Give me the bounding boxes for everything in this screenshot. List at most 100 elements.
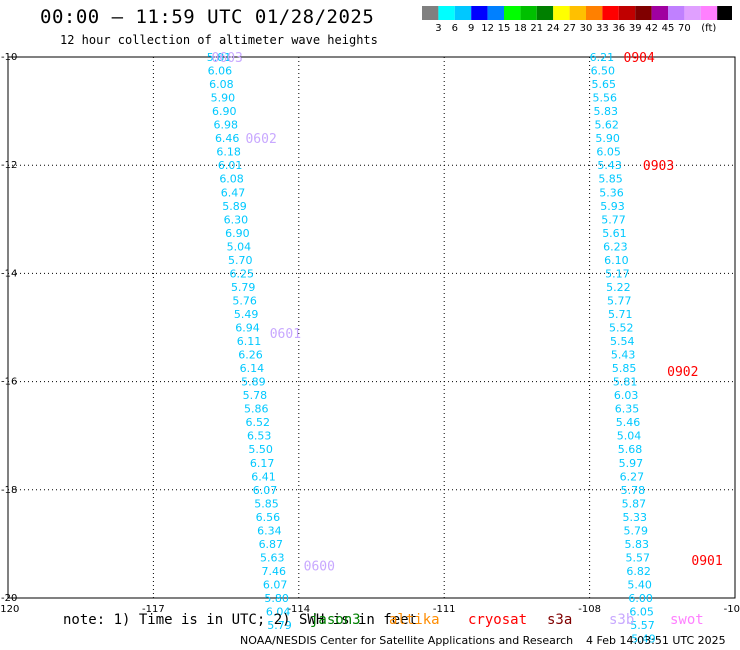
swh-value: 5.63: [260, 551, 285, 564]
pass-time-label: 0601: [270, 327, 301, 342]
swh-value: 5.78: [243, 389, 268, 402]
swh-value: 6.18: [216, 146, 241, 159]
swh-value: 5.97: [619, 457, 644, 470]
swh-value: 5.33: [623, 511, 648, 524]
colorbar-label: 45: [662, 23, 675, 32]
colorbar-label: 39: [629, 23, 642, 32]
mission-label-s3a: s3a: [547, 612, 573, 628]
colorbar-swatch: [422, 6, 439, 20]
swh-value: 6.05: [596, 146, 621, 159]
colorbar-label: 70: [678, 23, 691, 32]
colorbar-label: 42: [645, 23, 658, 32]
latitude-tick-label: -12: [1, 160, 17, 171]
colorbar-swatch: [700, 6, 718, 20]
colorbar-label: 12: [481, 23, 494, 32]
swh-value: 5.04: [227, 240, 252, 253]
map-frame: [7, 56, 736, 599]
swh-value: 6.25: [229, 267, 254, 280]
swh-value: 5.57: [625, 551, 650, 564]
swh-value: 6.90: [212, 105, 237, 118]
swh-value: 6.50: [591, 65, 616, 78]
swh-value: 6.08: [219, 173, 244, 186]
swh-value: 6.47: [221, 186, 246, 199]
swh-value: 6.23: [603, 240, 628, 253]
pass-time-label: 0904: [624, 51, 655, 66]
colorbar-swatch: [569, 6, 586, 20]
colorbar-swatch: [487, 6, 504, 20]
swh-value: 5.46: [616, 416, 641, 429]
swh-value: 6.08: [209, 78, 234, 91]
colorbar-swatch: [553, 6, 570, 20]
swh-value: 6.10: [604, 254, 629, 267]
latitude-tick-label: -20: [1, 593, 17, 604]
swh-value: 6.41: [251, 470, 276, 483]
swh-value: 5.85: [254, 497, 279, 510]
swh-value: 5.50: [248, 443, 272, 456]
colorbar-swatch: [602, 6, 619, 20]
swh-value: 5.68: [618, 443, 643, 456]
swh-value: 5.90: [595, 132, 620, 145]
colorbar-swatch: [651, 6, 668, 20]
swh-value: 5.22: [606, 281, 631, 294]
latitude-tick-label: -14: [1, 268, 17, 279]
swh-value: 5.79: [267, 619, 292, 632]
swh-value: 5.78: [621, 484, 646, 497]
swh-value: 6.27: [620, 470, 645, 483]
swh-value: 5.54: [610, 335, 635, 348]
swh-value: 6.53: [247, 430, 272, 443]
pass-time-label: 0903: [643, 159, 674, 174]
swh-value: 5.61: [602, 227, 627, 240]
colorbar-swatch: [635, 6, 652, 20]
swh-value: 5.04: [617, 430, 642, 443]
colorbar-label: (ft): [701, 23, 716, 32]
colorbar-label: 30: [580, 23, 593, 32]
swh-value: 6.01: [218, 159, 243, 172]
swh-value: 6.94: [235, 322, 259, 335]
colorbar-swatch: [504, 6, 521, 20]
swh-value: 6.98: [213, 119, 238, 132]
colorbar-label: 9: [468, 23, 474, 32]
map-title: 00:00 – 11:59 UTC 01/28/2025: [40, 6, 375, 28]
mission-label-s3b: s3b: [609, 612, 635, 628]
latitude-tick-label: -16: [1, 377, 17, 388]
swh-value: 6.17: [250, 457, 275, 470]
footer-note: note: 1) Time is in UTC; 2) SWH is in fe…: [63, 612, 418, 628]
swh-value: 6.03: [614, 389, 639, 402]
pass-time-label: 0901: [691, 554, 722, 569]
swh-value: 5.81: [207, 51, 232, 64]
colorbar-label: 36: [612, 23, 625, 32]
swh-value: 6.35: [615, 403, 640, 416]
swh-value: 5.93: [600, 200, 625, 213]
swh-value: 7.46: [261, 565, 286, 578]
credit-text: NOAA/NESDIS Center for Satellite Applica…: [240, 634, 574, 647]
mission-label-swot: swot: [670, 612, 704, 628]
swh-value: 5.79: [231, 281, 256, 294]
swh-value: 5.43: [611, 349, 636, 362]
colorbar-swatch: [471, 6, 488, 20]
mission-label-cryosat: cryosat: [468, 612, 528, 628]
swh-value: 6.34: [257, 524, 282, 537]
longitude-tick-label: -105: [724, 604, 740, 615]
mission-label-jason3: jason3: [310, 612, 361, 628]
swh-value: 5.86: [244, 403, 268, 416]
longitude-tick-label: -120: [0, 604, 19, 615]
swh-value: 5.70: [228, 254, 253, 267]
swh-value: 5.87: [622, 497, 647, 510]
swh-value: 5.90: [211, 92, 236, 105]
generation-timestamp: 4 Feb 14:03:51 UTC 2025: [586, 634, 726, 647]
swh-value: 5.17: [605, 267, 630, 280]
wave-height-colorbar: 3 6 9 12 15 18 21 24 27 30 33 36 39 42 45 70 (ft): [422, 6, 732, 32]
colorbar-label: 24: [547, 23, 560, 32]
swh-value: 5.49: [631, 633, 656, 646]
swh-value: 5.81: [613, 376, 638, 389]
swh-value: 5.65: [592, 78, 617, 91]
colorbar-swatch: [586, 6, 603, 20]
swh-value: 5.89: [222, 200, 247, 213]
swh-value: 5.52: [609, 322, 634, 335]
swh-value: 6.07: [253, 484, 277, 497]
longitude-tick-label: -114: [287, 604, 310, 615]
pass-time-label: 0902: [667, 365, 698, 380]
colorbar-label: 21: [530, 23, 543, 32]
swh-value: 6.07: [263, 578, 288, 591]
swh-value: 5.36: [599, 186, 624, 199]
